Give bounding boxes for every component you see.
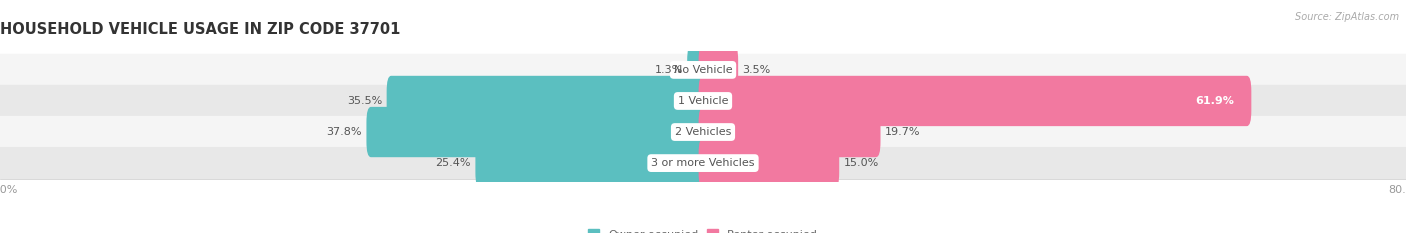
Text: 37.8%: 37.8% bbox=[326, 127, 363, 137]
Text: HOUSEHOLD VEHICLE USAGE IN ZIP CODE 37701: HOUSEHOLD VEHICLE USAGE IN ZIP CODE 3770… bbox=[0, 22, 401, 37]
FancyBboxPatch shape bbox=[0, 85, 1406, 117]
Text: 61.9%: 61.9% bbox=[1195, 96, 1234, 106]
FancyBboxPatch shape bbox=[699, 107, 880, 157]
FancyBboxPatch shape bbox=[699, 45, 738, 95]
FancyBboxPatch shape bbox=[387, 76, 707, 126]
FancyBboxPatch shape bbox=[367, 107, 707, 157]
FancyBboxPatch shape bbox=[0, 54, 1406, 86]
Text: 1 Vehicle: 1 Vehicle bbox=[678, 96, 728, 106]
Text: 1.3%: 1.3% bbox=[655, 65, 683, 75]
FancyBboxPatch shape bbox=[688, 45, 707, 95]
FancyBboxPatch shape bbox=[0, 147, 1406, 179]
Text: No Vehicle: No Vehicle bbox=[673, 65, 733, 75]
Text: 25.4%: 25.4% bbox=[436, 158, 471, 168]
Text: 3.5%: 3.5% bbox=[742, 65, 770, 75]
Legend: Owner-occupied, Renter-occupied: Owner-occupied, Renter-occupied bbox=[583, 225, 823, 233]
Text: 35.5%: 35.5% bbox=[347, 96, 382, 106]
FancyBboxPatch shape bbox=[699, 76, 1251, 126]
FancyBboxPatch shape bbox=[0, 116, 1406, 148]
FancyBboxPatch shape bbox=[475, 138, 707, 188]
FancyBboxPatch shape bbox=[699, 138, 839, 188]
Text: Source: ZipAtlas.com: Source: ZipAtlas.com bbox=[1295, 12, 1399, 22]
Text: 19.7%: 19.7% bbox=[884, 127, 921, 137]
Text: 2 Vehicles: 2 Vehicles bbox=[675, 127, 731, 137]
Text: 15.0%: 15.0% bbox=[844, 158, 879, 168]
Text: 3 or more Vehicles: 3 or more Vehicles bbox=[651, 158, 755, 168]
